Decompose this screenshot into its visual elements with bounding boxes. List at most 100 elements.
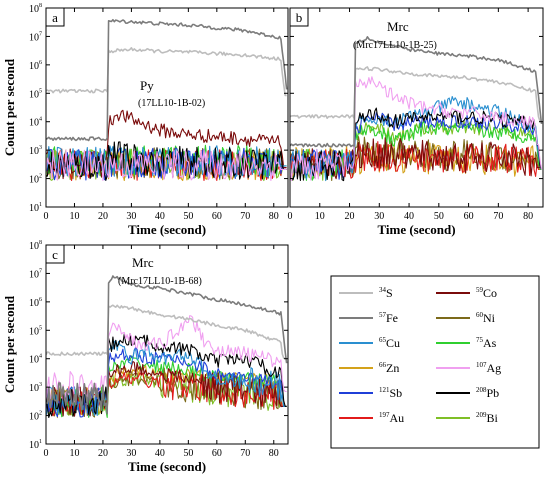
x-tick-label: 10 xyxy=(69,448,79,459)
series-a-S34 xyxy=(46,46,287,97)
series-b-Ag107 xyxy=(290,76,543,182)
legend-entry-Au197: 197Au xyxy=(339,411,404,425)
legend-entry-As75: 75As xyxy=(436,336,497,350)
x-tick-label: 40 xyxy=(155,448,165,459)
series-b-Zn66 xyxy=(290,142,542,178)
panel-a-frame xyxy=(45,7,289,208)
x-tick-label: 10 xyxy=(315,211,325,222)
panel-c-xlabel: Time (second) xyxy=(128,459,206,474)
y-tick-label: 108 xyxy=(29,240,42,252)
series-a-Fe57 xyxy=(46,18,288,142)
x-tick-label: 20 xyxy=(345,211,355,222)
legend-label: 208Pb xyxy=(476,386,499,400)
panel-a-ylabel: Count per second xyxy=(2,58,17,156)
series-b-Cu65 xyxy=(290,95,543,182)
y-tick-label: 105 xyxy=(29,325,42,337)
x-tick-label: 60 xyxy=(464,211,474,222)
legend-entry-Fe57: 57Fe xyxy=(339,311,398,325)
series-c-Au197 xyxy=(46,370,287,417)
legend-label: 60Ni xyxy=(476,311,496,325)
x-tick-label: 50 xyxy=(183,448,193,459)
x-tick-label: 40 xyxy=(404,211,414,222)
series-c-Fe57 xyxy=(46,275,288,415)
legend-entry-Sb121: 121Sb xyxy=(339,386,402,400)
x-tick-label: 20 xyxy=(98,211,108,222)
x-tick-label: 10 xyxy=(69,211,79,222)
series-c-Co59 xyxy=(46,360,287,417)
legend-label: 75As xyxy=(476,336,497,350)
legend-entry-Co59: 59Co xyxy=(436,286,497,300)
y-tick-label: 106 xyxy=(29,297,42,309)
legend-label: 34S xyxy=(379,286,393,300)
legend-entry-Pb208: 208Pb xyxy=(436,386,499,400)
panel-c-mineral: Mrc xyxy=(132,255,154,270)
x-tick-label: 70 xyxy=(493,211,503,222)
legend: 34S 59Co 57Fe 60Ni 65Cu 75As 66Zn 107Ag 121Sb 208… xyxy=(330,275,540,449)
x-tick-label: 0 xyxy=(44,448,49,459)
legend-label: 66Zn xyxy=(379,361,399,375)
panel-b-xlabel: Time (second) xyxy=(377,222,455,237)
x-tick-label: 0 xyxy=(44,211,49,222)
panel-b-letter: b xyxy=(296,10,303,25)
legend-label: 197Au xyxy=(379,411,404,425)
x-tick-label: 50 xyxy=(183,211,193,222)
x-tick-label: 30 xyxy=(126,448,136,459)
legend-label: 209Bi xyxy=(476,411,499,425)
panel-c-letter: c xyxy=(52,247,58,262)
x-tick-label: 30 xyxy=(126,211,136,222)
x-tick-label: 60 xyxy=(212,211,222,222)
x-tick-label: 40 xyxy=(155,211,165,222)
series-b-S34 xyxy=(290,66,542,122)
x-tick-label: 70 xyxy=(240,448,250,459)
legend-label: 121Sb xyxy=(379,386,402,400)
legend-entry-Bi209: 209Bi xyxy=(436,411,499,425)
legend-label: 57Fe xyxy=(379,311,398,325)
legend-entry-S34: 34S xyxy=(339,286,393,300)
panel-b-mineral: Mrc xyxy=(387,19,409,34)
x-tick-label: 20 xyxy=(98,448,108,459)
y-tick-label: 103 xyxy=(29,382,42,394)
panel-b: 0 10 20 30 40 50 60 70 80 b Mrc (Mrc17LL10-1B-25) Ti… xyxy=(288,7,544,237)
panel-c-sample: (Mrc17LL10-1B-68) xyxy=(118,276,202,287)
panel-a-letter: a xyxy=(52,10,58,25)
legend-label: 65Cu xyxy=(379,336,400,350)
panel-a: 0 10 20 30 40 50 60 70 80 101 102 103 104 105 106 107 10… xyxy=(2,3,289,237)
y-tick-label: 104 xyxy=(29,354,42,366)
x-tick-label: 80 xyxy=(269,448,279,459)
y-tick-label: 108 xyxy=(29,3,42,15)
x-tick-label: 70 xyxy=(240,211,250,222)
panel-a-xlabel: Time (second) xyxy=(128,222,206,237)
x-tick-label: 30 xyxy=(374,211,384,222)
y-tick-label: 106 xyxy=(29,60,42,72)
y-tick-label: 104 xyxy=(29,117,42,129)
series-a-Ag107 xyxy=(46,148,287,182)
y-tick-label: 101 xyxy=(29,439,42,451)
x-tick-label: 60 xyxy=(212,448,222,459)
series-c-S34 xyxy=(46,304,287,359)
legend-entry-Cu65: 65Cu xyxy=(339,336,400,350)
legend-entry-Zn66: 66Zn xyxy=(339,361,399,375)
x-tick-label: 80 xyxy=(269,211,279,222)
legend-entry-Ag107: 107Ag xyxy=(436,361,501,375)
panel-a-mineral: Py xyxy=(140,78,154,93)
series-b-As75 xyxy=(290,120,542,181)
legend-box xyxy=(330,275,540,449)
panel-a-sample: (17LL10-1B-02) xyxy=(138,98,205,109)
x-tick-label: 50 xyxy=(434,211,444,222)
panel-c-frame xyxy=(45,244,289,445)
y-tick-label: 101 xyxy=(29,202,42,214)
y-tick-label: 107 xyxy=(29,31,42,43)
x-tick-label: 0 xyxy=(288,211,293,222)
y-tick-label: 102 xyxy=(29,411,42,423)
panel-b-sample: (Mrc17LL10-1B-25) xyxy=(353,40,437,51)
x-tick-label: 80 xyxy=(523,211,533,222)
y-tick-label: 107 xyxy=(29,268,42,280)
legend-label: 59Co xyxy=(476,286,497,300)
legend-label: 107Ag xyxy=(476,361,501,375)
y-tick-label: 103 xyxy=(29,145,42,157)
panel-c: 0 10 20 30 40 50 60 70 80 101 102 103 104 105 106 107 10… xyxy=(2,240,289,474)
y-tick-label: 102 xyxy=(29,174,42,186)
legend-entry-Ni60: 60Ni xyxy=(436,311,496,325)
y-tick-label: 105 xyxy=(29,88,42,100)
